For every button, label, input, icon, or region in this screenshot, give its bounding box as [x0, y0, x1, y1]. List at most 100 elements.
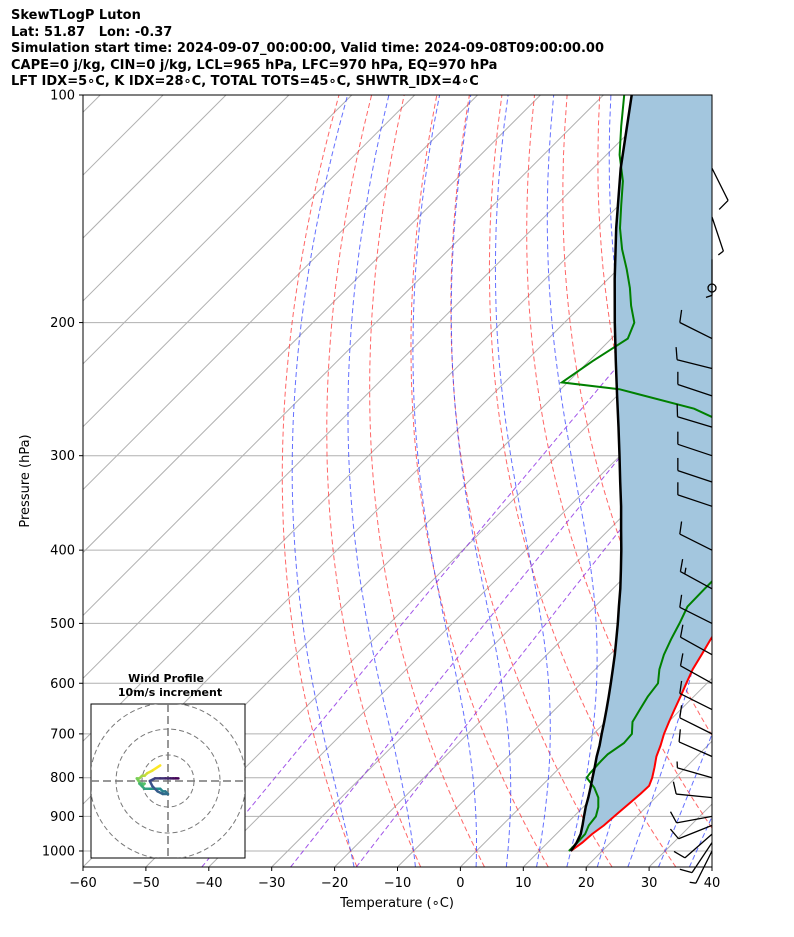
profiles	[559, 95, 712, 852]
barb-staff	[680, 636, 713, 656]
barb-flag	[672, 781, 677, 795]
wind-barb	[679, 624, 713, 656]
x-tick-label: −10	[384, 876, 411, 891]
barb-flag	[679, 559, 684, 572]
isotherm-line	[83, 95, 604, 617]
isotherm-line	[83, 95, 101, 113]
y-tick-label: 900	[50, 810, 75, 825]
wind-barb	[679, 559, 713, 590]
x-tick-label: 0	[456, 876, 464, 891]
dewpoint-line	[559, 95, 712, 852]
moist-adiabat	[347, 95, 416, 867]
y-tick-label: 200	[50, 316, 75, 331]
wind-barb	[678, 729, 713, 758]
y-tick-label: 300	[50, 449, 75, 464]
barb-staff	[677, 416, 713, 428]
isotherm-line	[83, 95, 290, 302]
moist-adiabat	[291, 95, 355, 867]
barb-staff	[711, 167, 729, 201]
wind-barb	[669, 811, 713, 824]
dry-adiabat	[730, 95, 794, 867]
y-tick-label: 1000	[42, 844, 75, 859]
barb-staff	[677, 383, 713, 397]
chart-header: SkewTLogP Luton Lat: 51.87 Lon: -0.37 Si…	[11, 8, 604, 91]
cape-shading	[570, 95, 712, 851]
barb-half	[717, 250, 724, 256]
barb-staff	[676, 815, 713, 824]
isotherm-line	[271, 425, 712, 867]
barb-flag	[675, 347, 678, 360]
mixing-ratio-line	[201, 253, 712, 867]
barb-staff	[680, 665, 713, 684]
barb-staff	[677, 494, 713, 507]
barb-flag	[678, 729, 681, 742]
barb-flag	[679, 680, 683, 694]
location-line: Lat: 51.87 Lon: -0.37	[11, 24, 173, 40]
wind-barb	[675, 347, 713, 370]
x-axis-label: Temperature (∘C)	[339, 896, 454, 911]
chart-title: SkewTLogP Luton	[11, 8, 141, 23]
barb-half	[684, 567, 687, 575]
barb-half	[705, 294, 713, 299]
barb-flag	[679, 868, 693, 874]
y-tick-label: 600	[50, 677, 75, 692]
wind-barbs	[669, 167, 729, 884]
moist-adiabat	[720, 95, 794, 867]
isotherm-line	[83, 95, 416, 428]
isotherm-line	[83, 95, 541, 554]
barb-flag	[679, 309, 683, 323]
hodograph-inset: Wind Profile 10m/s increment	[90, 672, 246, 859]
barb-flag	[679, 624, 684, 638]
barb-staff	[679, 321, 713, 340]
isotherm-line	[83, 95, 667, 680]
barb-staff	[677, 469, 713, 483]
isotherm-line	[83, 95, 478, 491]
moist-adiabat	[494, 95, 551, 867]
isotherm-line	[208, 363, 712, 867]
barb-staff	[679, 606, 713, 624]
wind-barb	[679, 653, 713, 684]
moist-adiabat	[546, 95, 598, 867]
isotherm-line	[83, 111, 712, 742]
wind-barb	[676, 404, 713, 428]
barb-staff	[676, 793, 713, 799]
x-tick-label: 20	[578, 876, 595, 891]
isotherm-line	[83, 95, 353, 365]
barb-staff	[677, 767, 713, 779]
isotherm-line	[83, 95, 227, 239]
barb-staff	[695, 850, 713, 884]
wind-barb	[705, 259, 713, 299]
dry-adiabat	[281, 95, 358, 867]
temperature-line	[570, 635, 712, 852]
barb-staff	[679, 717, 713, 735]
barb-flag	[679, 705, 683, 718]
isotherm-line	[397, 551, 712, 867]
wind-barb	[676, 761, 713, 779]
isotherm-line	[460, 614, 712, 867]
axes: −60 −50 −40 −30 −20 −10 0 10 20 30 40 100 200 300 400 5…	[42, 89, 720, 892]
barb-staff	[684, 833, 713, 859]
barb-flag	[679, 594, 683, 608]
barb-staff	[678, 824, 713, 840]
x-tick-label: −50	[132, 876, 159, 891]
isotherm-line	[775, 95, 794, 867]
barb-staff	[691, 842, 713, 873]
moist-adiabat	[450, 95, 512, 867]
barb-half	[689, 881, 696, 884]
time-line: Simulation start time: 2024-09-07_00:00:…	[11, 41, 604, 57]
wind-barb	[679, 842, 713, 874]
isotherm-line	[334, 488, 712, 867]
y-tick-label: 700	[50, 727, 75, 742]
mixing-ratio-line	[290, 343, 712, 867]
wind-barb	[689, 850, 713, 884]
x-tick-label: −40	[195, 876, 222, 891]
barb-flag	[669, 811, 678, 824]
wind-barb	[679, 680, 713, 711]
dry-adiabat	[369, 95, 485, 867]
wind-barb	[677, 482, 713, 507]
barb-staff	[680, 571, 713, 590]
barb-staff	[678, 741, 713, 758]
barb-staff	[711, 216, 725, 252]
wind-barb	[711, 216, 725, 256]
barb-flag	[669, 828, 680, 840]
